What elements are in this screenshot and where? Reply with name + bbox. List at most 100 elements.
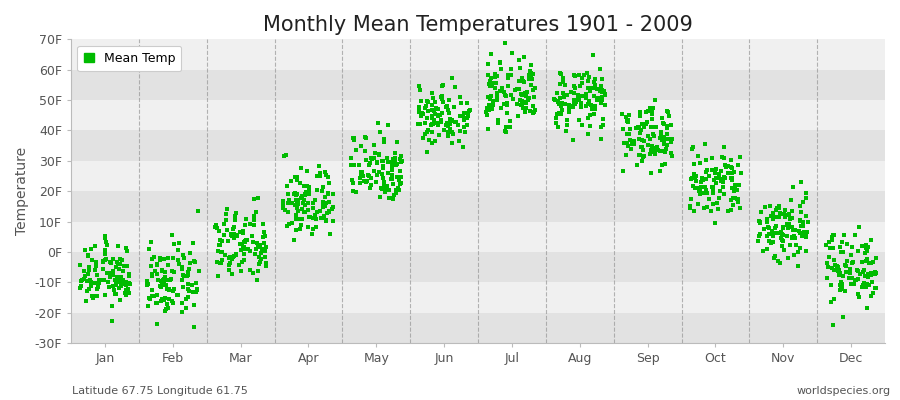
Point: [82, 267, 96, 273]
Point: [215, 257, 230, 264]
Point: [90, 286, 104, 292]
Point: [760, 216, 774, 222]
Point: [626, 140, 641, 147]
Point: [861, 271, 876, 277]
Point: [94, 277, 109, 283]
Point: [370, 172, 384, 178]
Point: [753, 219, 768, 226]
Point: [822, 238, 836, 245]
Point: [480, 105, 494, 111]
Point: [786, 227, 800, 233]
Point: [392, 177, 407, 183]
Point: [785, 224, 799, 230]
Point: [427, 118, 441, 124]
Point: [765, 230, 779, 236]
Bar: [71, 100, 885, 130]
Point: [660, 108, 674, 114]
Point: [493, 58, 508, 65]
Point: [158, 308, 172, 314]
Point: [765, 216, 779, 223]
Point: [248, 250, 262, 257]
Point: [453, 128, 467, 134]
Point: [689, 178, 704, 184]
Point: [435, 96, 449, 102]
Point: [288, 174, 302, 180]
Point: [796, 233, 810, 239]
Point: [851, 248, 866, 254]
Point: [302, 190, 316, 197]
Point: [643, 105, 657, 112]
Point: [446, 116, 460, 123]
Point: [456, 144, 471, 150]
Point: [644, 143, 659, 149]
Point: [306, 200, 320, 206]
Point: [512, 86, 526, 92]
Point: [90, 272, 104, 278]
Point: [692, 186, 706, 192]
Point: [212, 242, 226, 248]
Point: [344, 162, 358, 168]
Point: [213, 249, 228, 255]
Point: [96, 259, 111, 265]
Point: [598, 92, 612, 99]
Point: [557, 82, 572, 88]
Point: [486, 102, 500, 108]
Point: [421, 99, 436, 105]
Point: [84, 282, 98, 289]
Point: [113, 278, 128, 285]
Point: [386, 196, 400, 202]
Point: [567, 90, 581, 96]
Point: [122, 280, 136, 286]
Point: [346, 180, 360, 186]
Point: [824, 234, 839, 240]
Point: [241, 246, 256, 252]
Point: [796, 229, 811, 235]
Point: [149, 292, 164, 298]
Point: [230, 233, 245, 239]
Point: [88, 280, 103, 286]
Point: [142, 246, 157, 252]
Point: [445, 118, 459, 125]
Point: [869, 284, 884, 291]
Point: [552, 101, 566, 107]
Point: [425, 102, 439, 108]
Point: [113, 275, 128, 281]
Point: [320, 173, 335, 180]
Point: [829, 262, 843, 269]
Point: [103, 274, 117, 280]
Point: [838, 288, 852, 294]
Point: [275, 198, 290, 204]
Point: [773, 260, 788, 266]
Point: [798, 213, 813, 220]
Point: [382, 187, 396, 193]
Point: [831, 268, 845, 275]
Point: [656, 120, 670, 127]
Point: [431, 131, 446, 138]
Point: [497, 89, 511, 96]
Point: [571, 96, 585, 102]
Point: [580, 84, 595, 91]
Point: [509, 86, 524, 92]
Point: [282, 221, 296, 228]
Point: [295, 193, 310, 199]
Point: [457, 109, 472, 116]
Point: [181, 269, 195, 275]
Point: [369, 160, 383, 166]
Point: [637, 153, 652, 159]
Point: [179, 272, 194, 279]
Point: [616, 140, 631, 146]
Point: [421, 127, 436, 134]
Point: [364, 156, 379, 162]
Point: [706, 177, 721, 183]
Point: [861, 281, 876, 288]
Point: [184, 282, 199, 288]
Point: [290, 198, 304, 205]
Point: [782, 221, 796, 228]
Point: [692, 187, 706, 194]
Point: [548, 97, 562, 104]
Point: [223, 231, 238, 237]
Point: [155, 296, 169, 302]
Point: [109, 280, 123, 287]
Point: [302, 183, 316, 190]
Point: [588, 82, 602, 88]
